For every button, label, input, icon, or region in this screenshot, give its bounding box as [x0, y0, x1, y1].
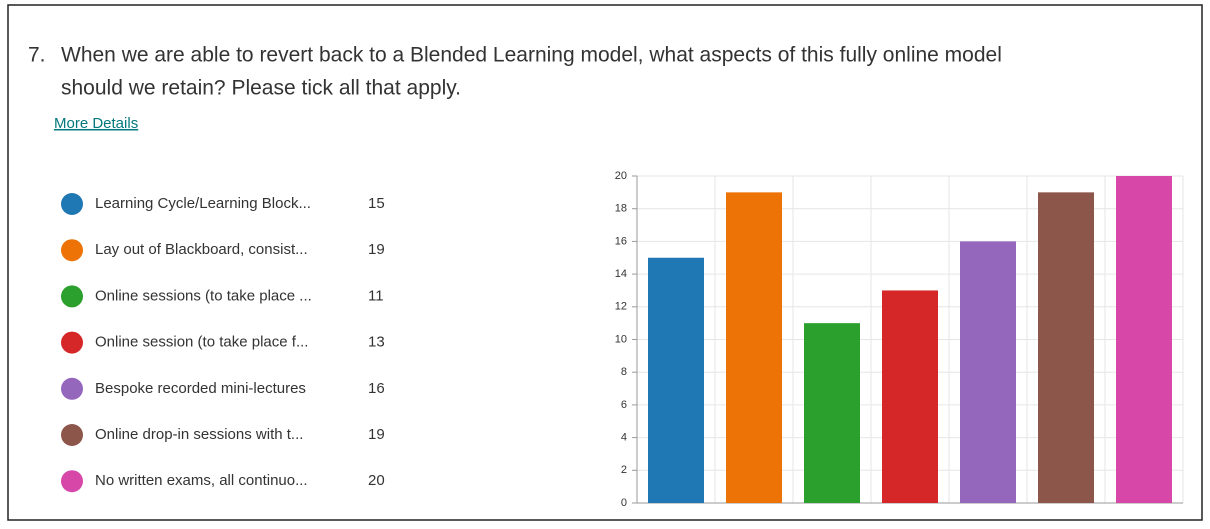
legend-label: Learning Cycle/Learning Block...	[95, 195, 311, 212]
legend-label: Bespoke recorded mini-lectures	[95, 380, 306, 397]
legend-dot	[61, 470, 83, 493]
y-tick-label: 0	[621, 497, 627, 509]
bar	[726, 192, 782, 503]
legend-value: 16	[368, 380, 385, 397]
legend-value: 15	[368, 195, 385, 212]
y-tick-label: 18	[615, 203, 627, 215]
legend-value: 11	[368, 287, 384, 304]
bar	[882, 290, 938, 503]
legend-label: Online drop-in sessions with t...	[95, 426, 303, 443]
legend-value: 20	[368, 472, 385, 489]
bar	[960, 241, 1016, 503]
bar	[1038, 192, 1094, 503]
y-tick-label: 14	[615, 268, 627, 280]
legend-dot	[61, 193, 83, 215]
y-tick-label: 20	[615, 170, 627, 182]
legend-label: Lay out of Blackboard, consist...	[95, 241, 308, 258]
y-tick-label: 10	[615, 333, 627, 345]
y-tick-label: 8	[621, 366, 627, 378]
question-text: should we retain? Please tick all that a…	[61, 77, 461, 100]
legend-dot	[61, 239, 83, 262]
legend-value: 19	[368, 241, 385, 258]
y-tick-label: 12	[615, 301, 627, 313]
question-number: 7.	[28, 44, 46, 67]
legend-value: 19	[368, 426, 385, 443]
y-tick-label: 2	[621, 464, 627, 476]
legend-dot	[61, 377, 83, 400]
legend-label: No written exams, all continuo...	[95, 472, 308, 489]
y-tick-label: 6	[621, 399, 627, 411]
legend-label: Online sessions (to take place ...	[95, 287, 312, 304]
bar	[648, 257, 704, 503]
question-text: When we are able to revert back to a Ble…	[61, 44, 1002, 67]
bar	[804, 323, 860, 503]
legend-dot	[61, 331, 83, 354]
y-tick-label: 4	[621, 432, 627, 444]
legend-dot	[61, 424, 83, 446]
legend-label: Online session (to take place f...	[95, 334, 308, 351]
y-tick-label: 16	[615, 235, 627, 247]
legend-dot	[61, 285, 83, 308]
more-details-link[interactable]: More Details	[54, 115, 138, 132]
legend-value: 13	[368, 334, 385, 351]
bar	[1116, 176, 1172, 503]
